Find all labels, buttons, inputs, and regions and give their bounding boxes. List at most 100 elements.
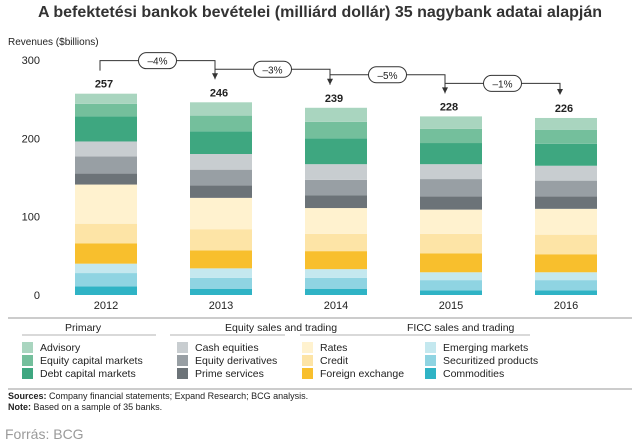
legend-item-label: Credit [320,355,348,367]
change-connector: –3% [214,60,333,85]
bar-segment [75,116,137,142]
change-label: –4% [147,57,167,68]
sources-label: Sources: [8,391,47,401]
bar-segment [75,141,137,157]
legend-item-label: Foreign exchange [320,368,404,380]
sources-footnote: Sources: Company financial statements; E… [8,391,308,401]
bar-segment [535,143,597,166]
bar-segment [535,208,597,235]
bar-segment [305,233,367,252]
bar-segment [75,173,137,185]
bar-segment [75,93,137,104]
bar-segment [190,169,252,186]
y-tick-label: 0 [34,290,40,302]
change-connector: –4% [99,52,218,80]
bar-segment [420,209,482,234]
bar-segment [535,280,597,291]
bar-segment [305,277,367,289]
x-tick-label: 2014 [324,300,348,312]
legend-group-title: FICC sales and trading [407,322,515,334]
bar-segment [305,164,367,180]
bar-segment [535,290,597,295]
legend-item-label: Commodities [443,368,504,380]
bar-segment [535,117,597,130]
bar-segment [420,164,482,180]
legend-item-label: Advisory [40,342,81,354]
change-label: –5% [377,71,397,82]
y-tick-label: 300 [22,55,40,67]
bar-segment [190,197,252,230]
change-label: –3% [262,65,282,76]
legend-swatch [22,342,33,353]
bar-segment [190,154,252,170]
bar-total-label: 228 [440,101,458,113]
bar-segment [535,165,597,181]
bar-segment [535,196,597,209]
bar-segment [305,107,367,122]
bar-segment [420,233,482,254]
bar-segment [305,269,367,278]
legend-swatch [425,342,436,353]
x-tick-label: 2015 [439,300,463,312]
legend-swatch [302,342,313,353]
y-axis-label: Revenues ($billions) [8,37,99,48]
bar-segment [420,290,482,295]
x-tick-label: 2013 [209,300,233,312]
change-connector: –1% [444,74,563,95]
bar-segment [190,185,252,198]
change-pill [138,52,177,70]
bar-segment [75,263,137,274]
note-text: Based on a sample of 35 banks. [33,402,163,412]
bar-segment [75,156,137,174]
bar-segment [190,250,252,269]
bar-segment [75,223,137,244]
page-title: A befektetési bankok bevételei (milliárd… [37,4,603,21]
x-tick-label: 2016 [554,300,578,312]
bar-segment [305,251,367,270]
bar-segment [75,273,137,287]
bar-segment [420,116,482,129]
bar-segment [190,277,252,289]
change-pill [483,74,522,92]
bar-segment [190,288,252,295]
bar-segment [75,286,137,295]
y-tick-label: 200 [22,133,40,145]
note-footnote: Note: Based on a sample of 35 banks. [8,402,162,412]
bar-segment [535,234,597,255]
legend-item-label: Emerging markets [443,342,528,354]
bar-stack-2013 [190,102,252,295]
bar-total-label: 226 [555,103,573,115]
change-pill [368,66,407,84]
bar-segment [305,121,367,139]
change-label: –1% [492,79,512,90]
legend-swatch [425,368,436,379]
note-label: Note: [8,402,31,412]
legend-swatch [22,368,33,379]
bar-segment [305,179,367,196]
sources-text: Company financial statements; Expand Res… [49,391,309,401]
legend-item-label: Debt capital markets [40,368,136,380]
legend-swatch [302,355,313,366]
bar-segment [420,143,482,165]
bar-segment [420,196,482,210]
legend-swatch [177,342,188,353]
legend-item-label: Cash equities [195,342,259,354]
bar-segment [420,179,482,197]
bar-segment [190,268,252,278]
bar-segment [305,195,367,209]
bar-total-label: 257 [95,79,113,91]
bar-segment [535,180,597,197]
bar-segment [535,272,597,281]
bar-segment [420,280,482,291]
bar-segment [420,253,482,273]
legend-swatch [302,368,313,379]
source-credit: Forrás: BCG [5,426,84,442]
legend-group-title: Equity sales and trading [225,322,337,334]
bar-stack-2016 [535,117,597,295]
legend-item-label: Securitized products [443,355,538,367]
bar-segment [75,243,137,264]
y-tick-label: 100 [22,212,40,224]
bar-segment [190,102,252,116]
